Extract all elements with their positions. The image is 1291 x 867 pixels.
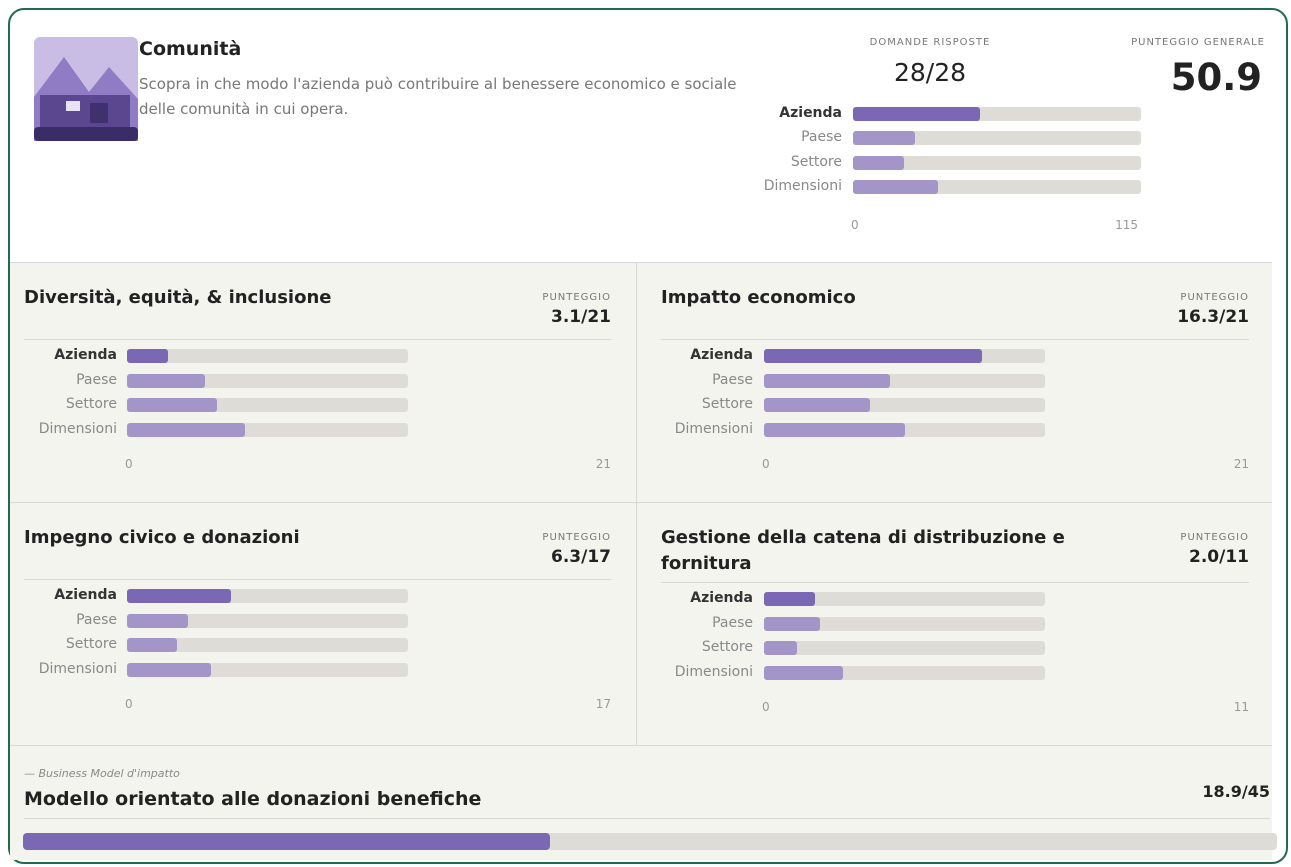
bar xyxy=(23,833,550,850)
bar xyxy=(127,349,169,363)
bar-label: Paese xyxy=(801,129,842,145)
divider xyxy=(661,339,1249,340)
bar-label: Paese xyxy=(712,372,753,388)
bar-label: Dimensioni xyxy=(763,178,842,194)
tick-label: 0 xyxy=(851,218,859,232)
bar-label: Azienda xyxy=(779,105,842,121)
divider xyxy=(10,262,1272,263)
tick-label: 0 xyxy=(762,700,770,714)
tick-label: 0 xyxy=(125,457,133,471)
bar xyxy=(764,423,905,437)
divider xyxy=(661,582,1249,583)
section-title: Gestione della catena di distribuzione e… xyxy=(661,527,1065,574)
section-title: Diversità, equità, & inclusione xyxy=(24,287,332,308)
bar xyxy=(127,614,189,628)
bar-label: Settore xyxy=(701,639,753,655)
section-title: Impegno civico e donazioni xyxy=(24,527,300,548)
business-model-title: Modello orientato alle donazioni benefic… xyxy=(24,788,482,810)
tick-label: 21 xyxy=(1233,457,1249,471)
section-score: 6.3/17 xyxy=(551,547,611,567)
section-score-label: PUNTEGGIO xyxy=(1180,532,1249,543)
bar-label: Dimensioni xyxy=(674,664,753,680)
bar-label: Dimensioni xyxy=(38,421,117,437)
section-score: 3.1/21 xyxy=(551,307,611,327)
divider xyxy=(24,818,1270,819)
tick-label: 21 xyxy=(595,457,611,471)
bar-label: Settore xyxy=(65,636,117,652)
questions-value: 28/28 xyxy=(893,58,967,87)
divider xyxy=(10,502,1272,503)
bar-label: Dimensioni xyxy=(674,421,753,437)
tick-label: 0 xyxy=(762,457,770,471)
description: Scopra in che modo l'azienda può contrib… xyxy=(139,75,737,118)
bar-label: Settore xyxy=(701,396,753,412)
section-score: 16.3/21 xyxy=(1177,307,1249,327)
tick-label: 11 xyxy=(1233,700,1249,714)
tick-label: 17 xyxy=(595,697,611,711)
bar xyxy=(764,666,844,680)
bar-track xyxy=(127,349,408,363)
bar-label: Paese xyxy=(76,372,117,388)
bar-label: Azienda xyxy=(54,347,117,363)
business-model-score: 18.9/45 xyxy=(1202,782,1270,801)
bar-label: Azienda xyxy=(690,347,753,363)
bar-label: Settore xyxy=(65,396,117,412)
bar xyxy=(853,107,981,121)
divider xyxy=(24,339,611,340)
bar xyxy=(764,374,890,388)
section-score-label: PUNTEGGIO xyxy=(1180,292,1249,303)
bar xyxy=(853,156,905,170)
illustration-art xyxy=(34,37,138,141)
bar-label: Azienda xyxy=(54,587,117,603)
bar xyxy=(127,374,205,388)
score-label: PUNTEGGIO GENERALE xyxy=(1131,37,1265,48)
bar-label: Paese xyxy=(76,612,117,628)
bar xyxy=(764,641,798,655)
bar-track xyxy=(764,641,1045,655)
section-score-label: PUNTEGGIO xyxy=(542,532,611,543)
title: Comunità xyxy=(139,38,242,60)
bar-track xyxy=(764,617,1045,631)
bar-track xyxy=(853,131,1141,145)
bar-track xyxy=(764,592,1045,606)
bar xyxy=(853,180,938,194)
divider xyxy=(10,745,1272,746)
section-title: Impatto economico xyxy=(661,287,856,308)
section-score-label: PUNTEGGIO xyxy=(542,292,611,303)
score-value: 50.9 xyxy=(1170,56,1262,99)
bar xyxy=(764,398,870,412)
bar xyxy=(764,592,816,606)
bar xyxy=(127,398,217,412)
bar-label: Paese xyxy=(712,615,753,631)
bar-track xyxy=(853,156,1141,170)
tick-label: 0 xyxy=(125,697,133,711)
tick-label: 115 xyxy=(1115,218,1138,232)
section-score: 2.0/11 xyxy=(1189,547,1249,567)
divider xyxy=(636,262,637,745)
bar xyxy=(764,617,821,631)
illustration xyxy=(34,37,138,141)
business-model-label: — Business Model d'impatto xyxy=(24,767,180,780)
bar-label: Settore xyxy=(790,154,842,170)
bar-track xyxy=(127,614,408,628)
bar xyxy=(127,423,245,437)
bar xyxy=(127,638,177,652)
questions-label: DOMANDE RISPOSTE xyxy=(869,37,991,48)
bar-label: Azienda xyxy=(690,590,753,606)
bar-track xyxy=(127,638,408,652)
divider xyxy=(24,579,611,580)
bar xyxy=(127,589,232,603)
bar xyxy=(853,131,916,145)
bar xyxy=(127,663,212,677)
bar-label: Dimensioni xyxy=(38,661,117,677)
bar xyxy=(764,349,983,363)
